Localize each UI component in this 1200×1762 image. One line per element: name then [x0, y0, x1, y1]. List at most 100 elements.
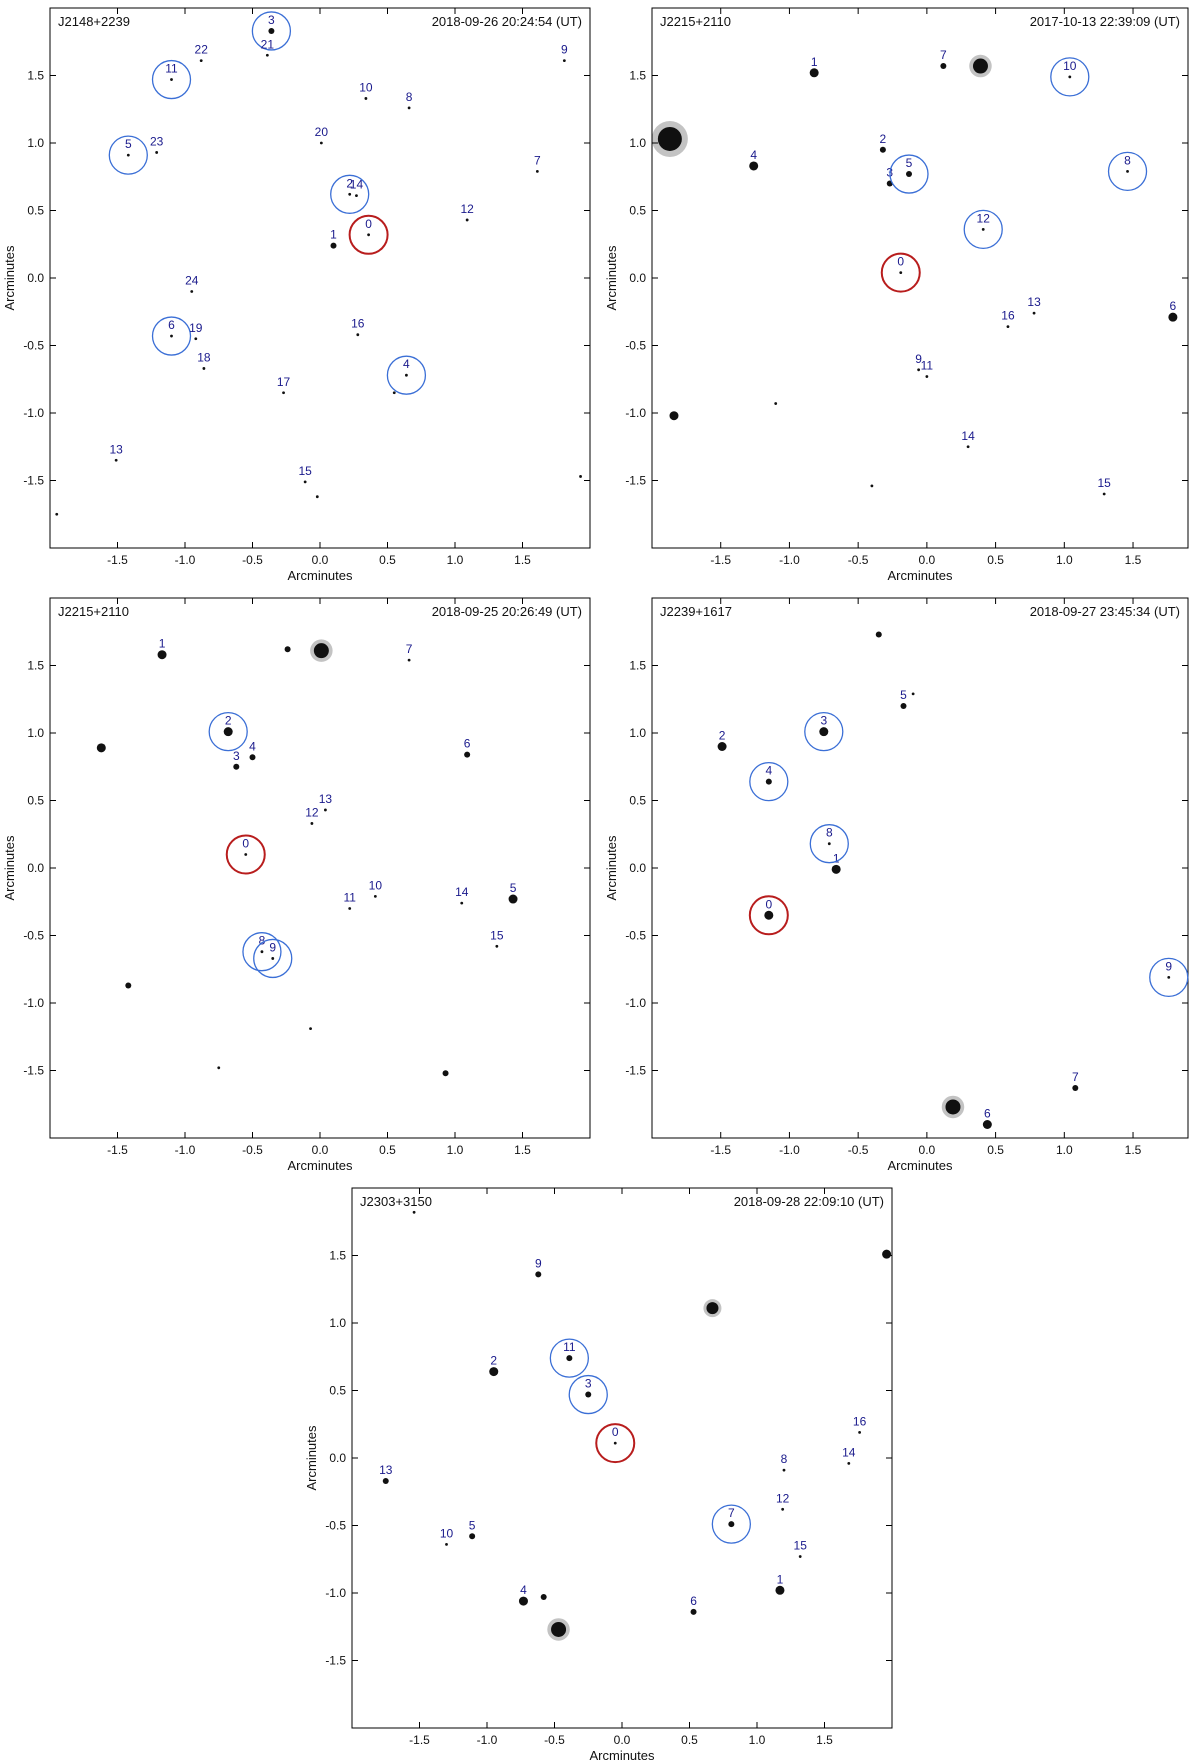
star-label: 6 [1170, 299, 1177, 313]
finder-chart-2: J2215+2110 2017-10-13 22:39:09 (UT) -1.5 -1… [604, 7, 1189, 583]
star-2 [717, 742, 727, 751]
field-star [706, 1302, 719, 1315]
y-tick-label: 0.5 [27, 794, 44, 808]
star-label: 3 [820, 714, 827, 728]
x-tick-label: 0.0 [919, 553, 936, 567]
star-13 [324, 808, 327, 812]
observation-timestamp: 2018-09-27 23:45:34 (UT) [1030, 604, 1180, 619]
star-6 [1168, 312, 1178, 322]
y-tick-label: -1.5 [23, 474, 44, 488]
star-label: 6 [464, 737, 471, 751]
star-label: 1 [811, 55, 818, 69]
star-label: 2 [225, 714, 232, 728]
star-label: 7 [534, 153, 541, 167]
target-marker-circle [595, 1423, 636, 1464]
star-label: 21 [261, 37, 275, 51]
y-axis-label: Arcminutes [2, 835, 17, 901]
comparison-star-circle [151, 316, 192, 356]
star-13 [114, 458, 118, 462]
x-tick-label: 1.0 [749, 1733, 766, 1747]
star-label: 4 [765, 764, 772, 778]
x-axis-label: Arcminutes [887, 1158, 953, 1173]
field-name: J2215+2110 [58, 604, 129, 619]
comparison-star-circle [253, 938, 293, 979]
field-star [882, 1249, 892, 1259]
star-label: 12 [460, 202, 474, 216]
star-3 [268, 27, 275, 34]
x-axis-label: Arcminutes [287, 1158, 353, 1173]
star-label: 0 [897, 255, 904, 269]
y-tick-label: 1.0 [27, 136, 44, 150]
field-name: J2148+2239 [58, 14, 130, 29]
x-tick-label: 0.5 [379, 1143, 396, 1157]
star-label: 19 [189, 321, 203, 335]
star-label: 22 [195, 43, 209, 57]
comparison-star-circle [386, 355, 427, 395]
field-star [551, 1621, 567, 1637]
star-label: 9 [561, 43, 568, 57]
field-star [442, 1070, 449, 1077]
x-tick-label: -0.5 [848, 553, 869, 567]
y-tick-label: 0.5 [27, 204, 44, 218]
star-label: 8 [781, 1452, 788, 1466]
star-13 [382, 1477, 389, 1484]
x-tick-label: 0.0 [312, 553, 329, 567]
observation-timestamp: 2017-10-13 22:39:09 (UT) [1030, 14, 1180, 29]
star-6 [982, 1120, 992, 1129]
star-9 [271, 957, 275, 960]
star-label: 11 [921, 359, 934, 373]
observation-timestamp: 2018-09-26 20:24:54 (UT) [432, 14, 582, 29]
star-4 [249, 754, 256, 761]
star-15 [495, 944, 499, 948]
x-tick-label: 1.0 [1056, 553, 1073, 567]
star-label: 6 [690, 1594, 697, 1608]
star-8 [782, 1468, 786, 1472]
star-label: 23 [150, 134, 164, 148]
y-tick-label: 1.0 [629, 726, 646, 740]
x-axis-label: Arcminutes [887, 568, 953, 583]
star-label: 3 [268, 13, 275, 27]
star-label: 9 [1165, 959, 1172, 973]
star-0 [367, 233, 370, 237]
star-16 [356, 333, 360, 337]
star-6 [690, 1608, 697, 1615]
star-18 [202, 367, 206, 370]
comparison-star-circle [251, 11, 292, 51]
star-1 [157, 650, 167, 660]
x-tick-label: -0.5 [242, 1143, 263, 1157]
comparison-star-circle [242, 932, 282, 972]
target-marker-circle [225, 834, 266, 875]
star-3 [819, 727, 829, 737]
star-label: 3 [233, 749, 240, 763]
star-label: 0 [365, 217, 372, 231]
star-label: 13 [379, 1463, 393, 1477]
star-label: 12 [977, 211, 991, 225]
field-star [579, 475, 582, 478]
star-label: 12 [305, 805, 319, 819]
star-5 [469, 1533, 476, 1540]
star-1 [809, 68, 819, 78]
x-tick-label: 0.5 [681, 1733, 698, 1747]
x-tick-label: -1.5 [710, 553, 731, 567]
star-label: 7 [728, 1506, 735, 1520]
star-24 [190, 290, 194, 293]
observation-timestamp: 2018-09-25 20:26:49 (UT) [432, 604, 582, 619]
star-label: 2 [346, 176, 353, 190]
star-0 [899, 271, 903, 274]
x-tick-label: -1.5 [710, 1143, 731, 1157]
x-tick-label: -1.5 [409, 1733, 430, 1747]
comparison-star-circle [1050, 57, 1090, 97]
star-label: 9 [269, 940, 276, 954]
x-tick-label: 1.0 [447, 1143, 464, 1157]
star-label: 3 [585, 1377, 592, 1391]
star-10 [364, 97, 368, 100]
star-label: 14 [350, 178, 364, 192]
star-7 [728, 1521, 735, 1528]
star-10 [445, 1543, 448, 1546]
x-tick-label: -0.5 [242, 553, 263, 567]
x-axis-label: Arcminutes [287, 568, 353, 583]
star-12 [310, 822, 314, 825]
field-star [315, 495, 319, 499]
field-star [875, 631, 882, 638]
